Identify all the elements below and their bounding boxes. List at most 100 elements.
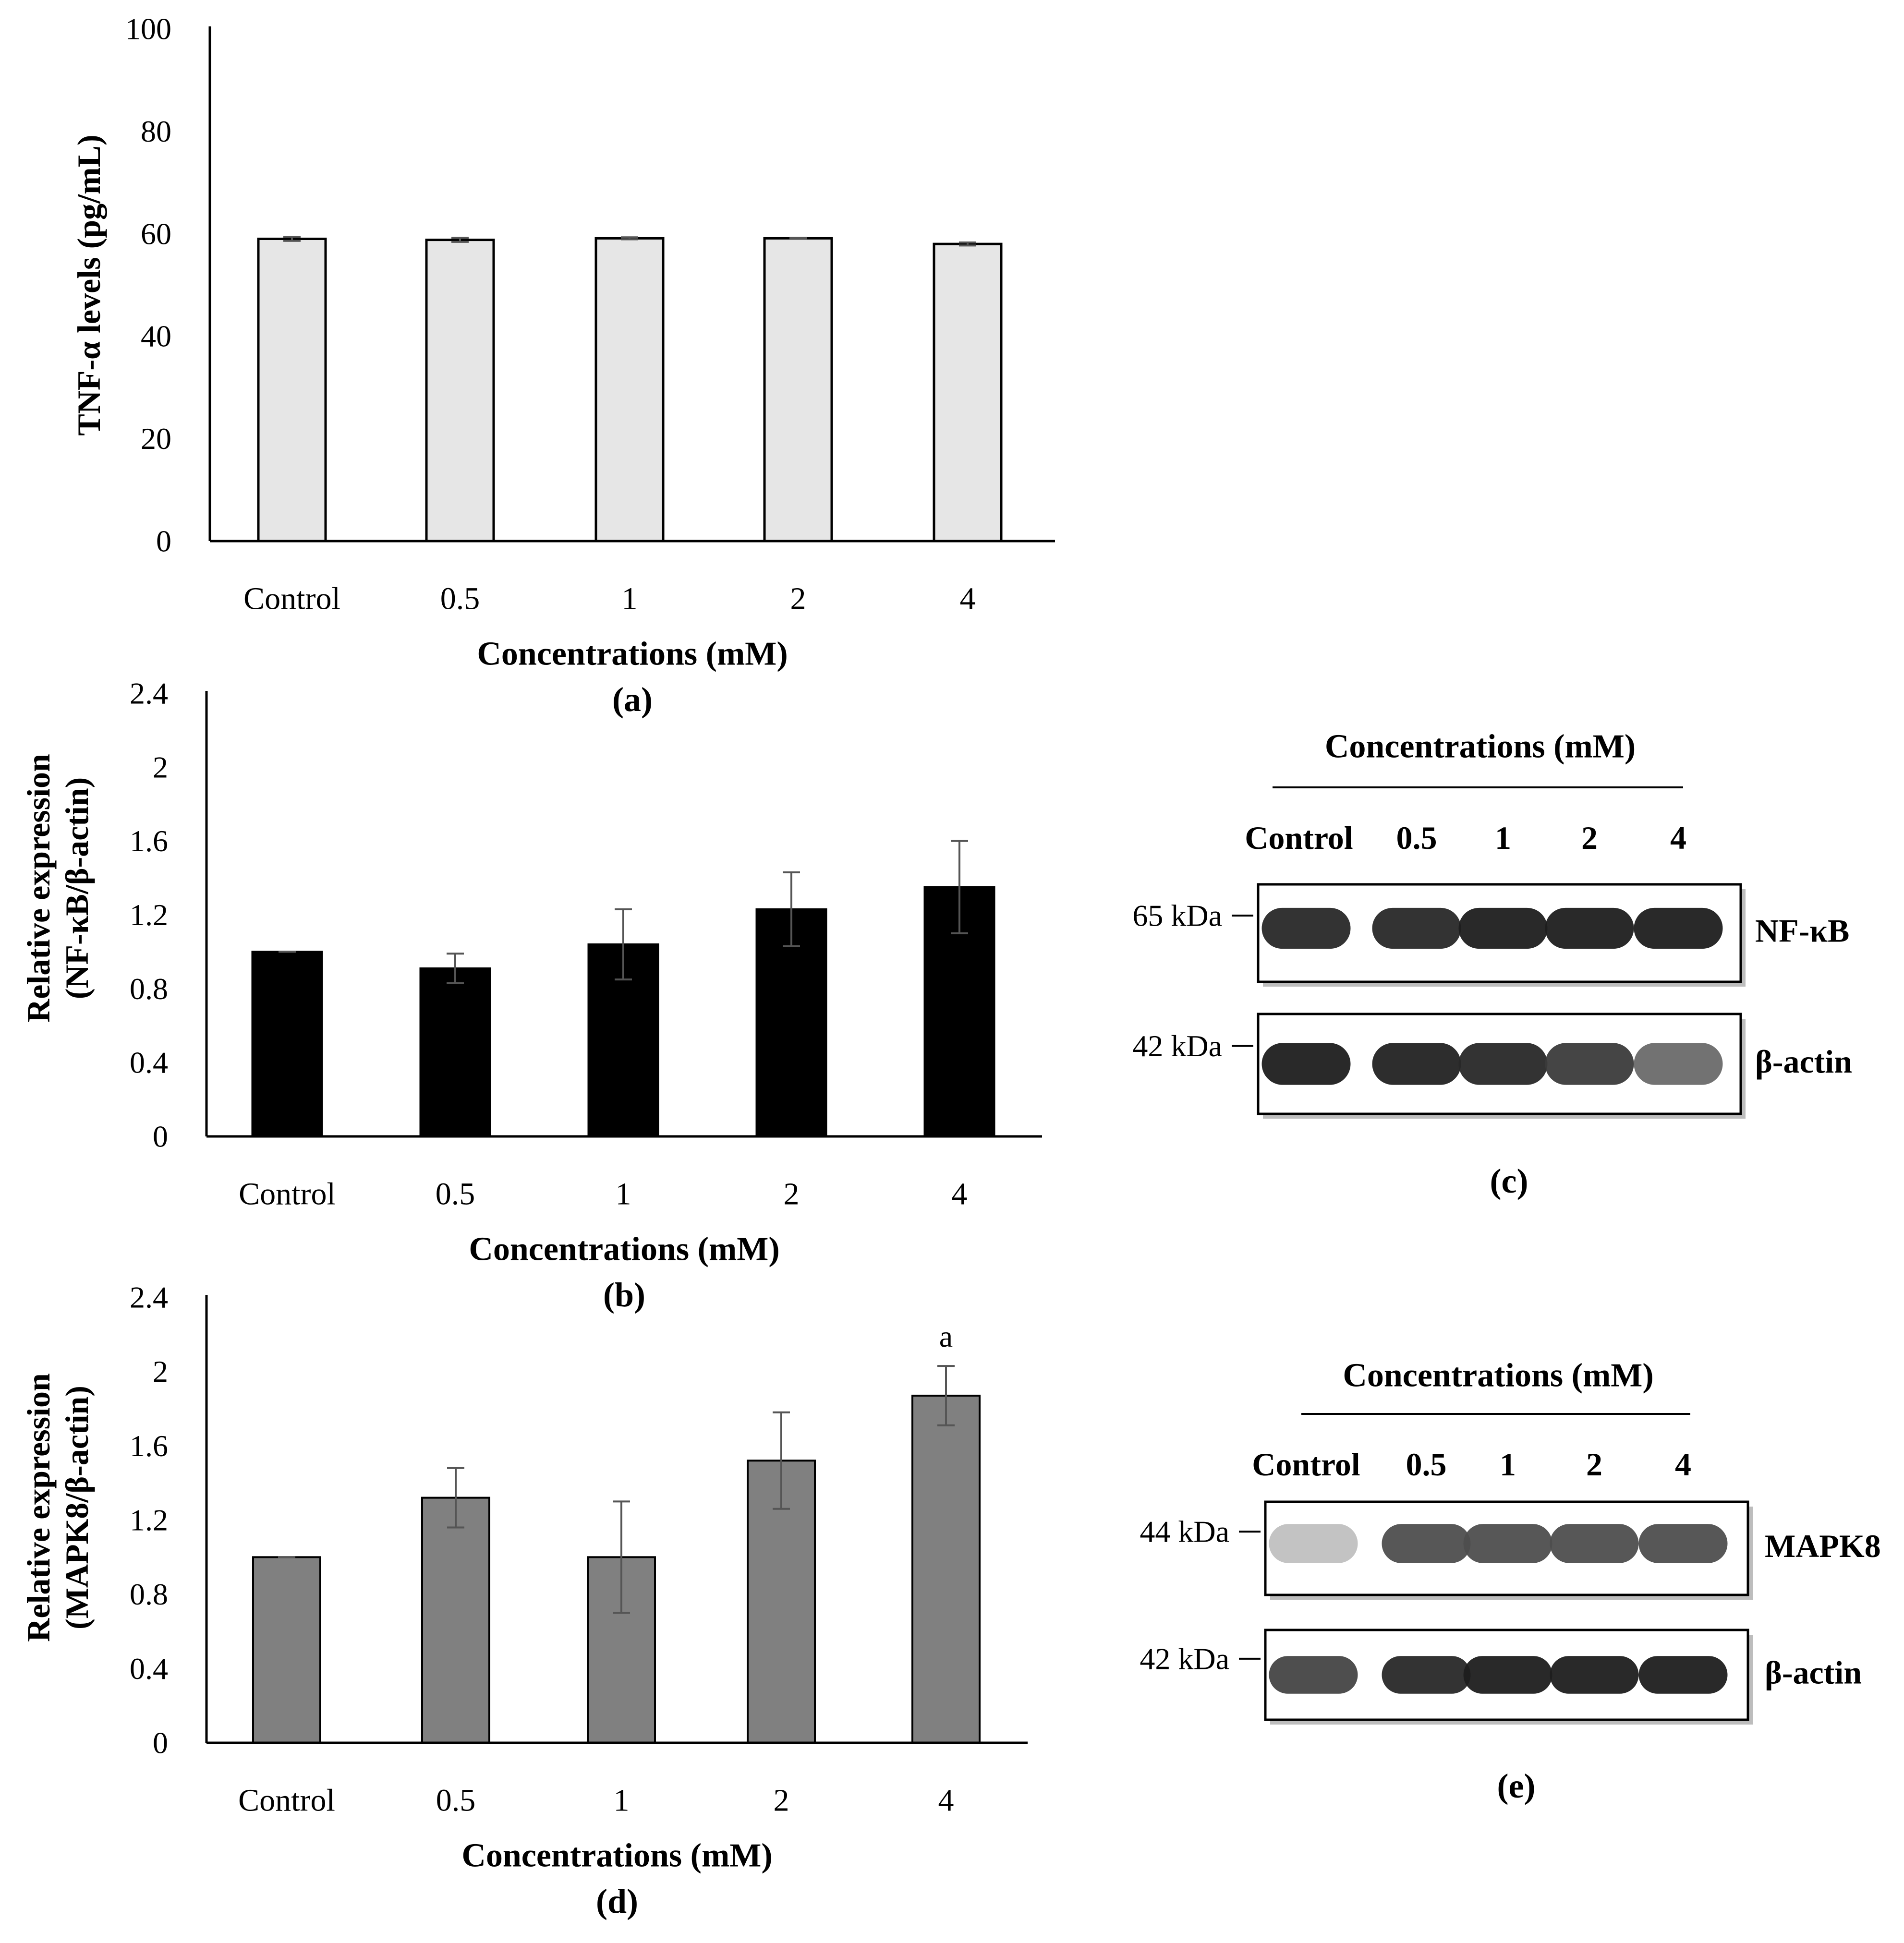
blot-header: Concentrations (mM) [1325, 728, 1636, 765]
blot-band-0 [1261, 1043, 1351, 1085]
blot-band-1 [1372, 907, 1461, 949]
bar-3 [763, 237, 833, 543]
y-axis-title-line-0: Relative expression [20, 754, 57, 1023]
protein-label: NF-κB [1755, 913, 1849, 949]
lane-label: 0.5 [1396, 820, 1437, 856]
x-tick-label: 2 [784, 1177, 800, 1212]
chart-d: 0 0.4 0.8 1.2 1.6 2 2.4 Control 0.5 1 2 a 4 Concentra… [20, 1280, 1028, 1920]
y-tick-label: 0.4 [130, 1652, 168, 1686]
bar-1 [419, 967, 491, 1137]
blot-band-2 [1463, 1524, 1552, 1563]
panel-label: (c) [1490, 1162, 1528, 1200]
y-axis-title-line-1: (MAPK8/β-actin) [59, 1386, 95, 1629]
lane-label: Control [1245, 820, 1353, 856]
blot-band-1 [1382, 1656, 1471, 1694]
y-tick-label: 60 [141, 217, 171, 251]
y-tick-label: 80 [141, 114, 171, 148]
y-tick-label: 0.8 [130, 1577, 168, 1611]
x-tick-label: 2 [790, 581, 806, 616]
bar-4 [933, 242, 1003, 543]
lane-label: 2 [1586, 1446, 1602, 1483]
bar-0 [257, 237, 327, 543]
blot-band-3 [1550, 1524, 1639, 1563]
y-tick-label: 0 [153, 1120, 168, 1154]
y-tick-label: 1.2 [130, 898, 168, 932]
blot-band-2 [1458, 907, 1548, 949]
blot-c: Concentrations (mM) Control 0.5 1 2 4 65 kDa NF… [1132, 728, 1852, 1201]
lane-label: Control [1252, 1446, 1360, 1483]
blot-band-2 [1463, 1656, 1552, 1694]
bar-4 [911, 1394, 981, 1744]
panel-label: (a) [612, 680, 653, 719]
y-tick-label: 0 [156, 524, 171, 558]
y-tick-label: 1.6 [130, 1429, 168, 1463]
x-tick-label: 4 [952, 1177, 968, 1212]
lane-label: 2 [1581, 820, 1598, 856]
marker-label: 65 kDa [1132, 898, 1222, 932]
chart-a: 0 20 40 60 80 100 Control 0.5 1 2 4 Concentrations … [71, 12, 1055, 719]
y-tick-label: 20 [141, 422, 171, 456]
blot-band-0 [1269, 1656, 1358, 1694]
blot-band-4 [1634, 1043, 1723, 1085]
y-tick-label: 0.4 [130, 1046, 168, 1080]
y-axis-title-line-1: (NF-κB/β-actin) [59, 777, 95, 1000]
y-tick-label: 100 [125, 12, 171, 46]
significance-label-4: a [939, 1319, 953, 1353]
x-tick-label: 1 [616, 1177, 631, 1212]
panel-label: (e) [1497, 1767, 1536, 1805]
bar-2 [594, 237, 665, 543]
x-axis-title: Concentrations (mM) [477, 636, 788, 673]
y-tick-label: 0.8 [130, 972, 168, 1006]
chart-b: 0 0.4 0.8 1.2 1.6 2 2.4 Control 0.5 1 2 4 Concentrat… [20, 676, 1042, 1314]
x-tick-label: 4 [938, 1783, 954, 1818]
protein-label: β-actin [1755, 1043, 1852, 1080]
protein-label: MAPK8 [1765, 1528, 1881, 1564]
blot-band-0 [1261, 907, 1351, 949]
lane-label: 0.5 [1406, 1446, 1447, 1483]
blot-band-2 [1458, 1043, 1548, 1085]
y-tick-label: 2.4 [130, 676, 168, 711]
y-tick-label: 2.4 [130, 1280, 168, 1315]
x-tick-label: 0.5 [436, 1783, 476, 1818]
x-tick-label: Control [239, 1177, 336, 1212]
x-tick-label: Control [238, 1783, 335, 1818]
y-tick-label: 1.2 [130, 1503, 168, 1537]
blot-band-0 [1269, 1524, 1358, 1563]
y-tick-label: 2 [153, 1354, 168, 1388]
blot-band-4 [1634, 907, 1723, 949]
blot-band-4 [1638, 1524, 1728, 1563]
blot-band-3 [1550, 1656, 1639, 1694]
y-axis-title: TNF-α levels (pg/mL) [71, 134, 107, 435]
marker-label: 42 kDa [1132, 1029, 1222, 1063]
x-tick-label: 0.5 [436, 1177, 475, 1212]
blot-band-1 [1372, 1043, 1461, 1085]
protein-label: β-actin [1765, 1654, 1862, 1691]
blot-band-3 [1545, 1043, 1634, 1085]
bar-0 [252, 1556, 321, 1744]
x-tick-label: 1 [622, 581, 638, 616]
y-tick-label: 2 [153, 750, 168, 784]
panel-label: (d) [596, 1882, 638, 1920]
lane-label: 4 [1675, 1446, 1691, 1483]
bar-1 [425, 239, 495, 543]
panel-label: (b) [603, 1276, 645, 1314]
blot-band-1 [1382, 1524, 1471, 1563]
bar-1 [421, 1496, 490, 1744]
x-axis-title: Concentrations (mM) [461, 1837, 772, 1874]
blot-e: Concentrations (mM) Control 0.5 1 2 4 44 kDa MA… [1140, 1357, 1880, 1806]
x-tick-label: 1 [614, 1783, 630, 1818]
y-tick-label: 40 [141, 319, 171, 353]
blot-header: Concentrations (mM) [1343, 1357, 1653, 1394]
x-tick-label: 2 [774, 1783, 789, 1818]
x-tick-label: Control [243, 581, 340, 616]
marker-label: 44 kDa [1140, 1515, 1229, 1549]
blot-band-3 [1545, 907, 1634, 949]
lane-label: 1 [1495, 820, 1511, 856]
y-tick-label: 1.6 [130, 824, 168, 858]
marker-label: 42 kDa [1140, 1641, 1229, 1676]
x-axis-title: Concentrations (mM) [469, 1231, 779, 1268]
bar-0 [251, 951, 323, 1137]
x-tick-label: 0.5 [440, 581, 480, 616]
y-axis-title-line-0: Relative expression [20, 1373, 57, 1642]
